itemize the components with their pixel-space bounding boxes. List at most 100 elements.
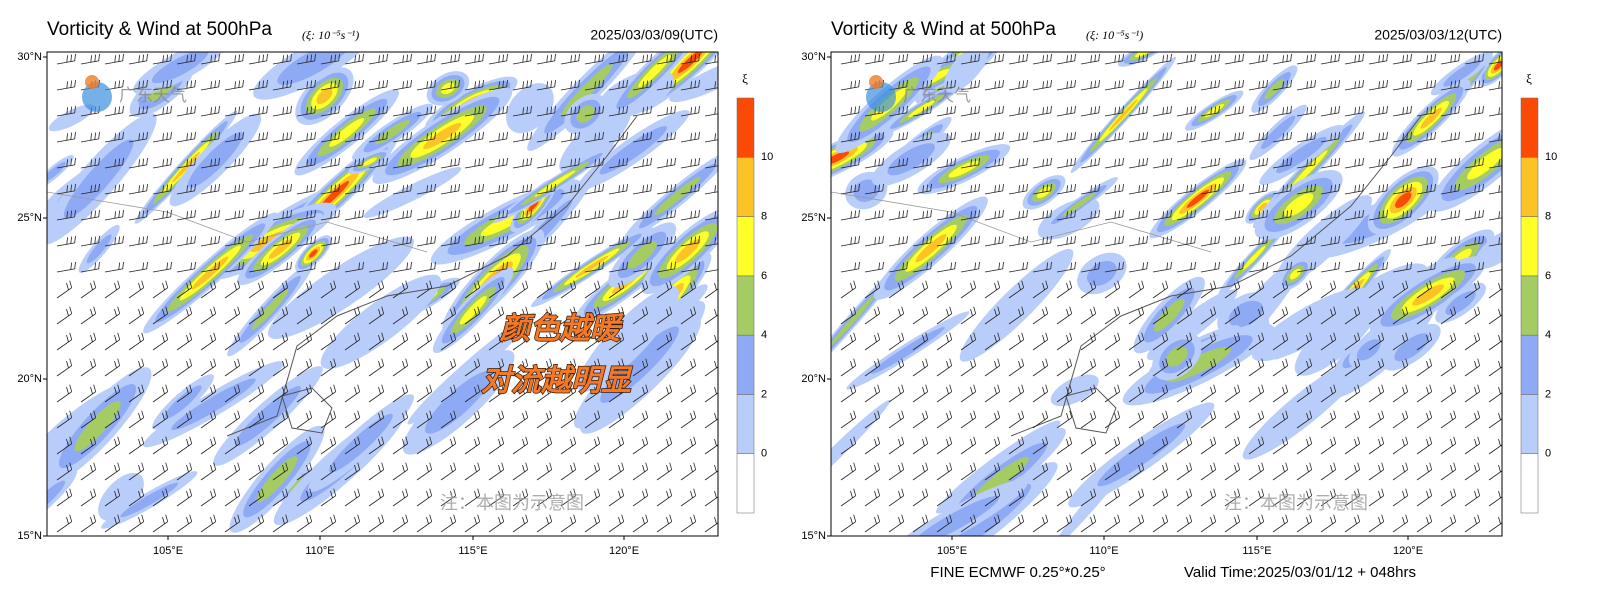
wind-barb [392,306,409,325]
wind-barb [248,105,268,117]
wind-barb [224,53,244,65]
lat-label: 15°N [17,530,42,542]
wind-barb [984,306,1001,325]
lat-label: 25°N [801,212,826,224]
wind-barb [296,209,316,221]
wind-barb [104,358,121,377]
wind-barb [1008,306,1025,325]
wind-barb [1440,488,1457,507]
wind-barb [80,306,97,325]
wind-barb [320,280,337,299]
wind-barb [1272,79,1292,91]
wind-barb [1416,131,1436,143]
wind-barb [56,358,73,377]
wind-barb [440,157,460,169]
wind-barb [296,488,313,507]
wind-barb [1200,131,1220,143]
wind-barb [1056,183,1076,195]
wind-barb [560,235,580,247]
wind-barb [912,358,929,377]
wind-barb [1008,462,1025,481]
wind-barb [1296,306,1313,325]
wind-barb [840,280,857,299]
wind-barb [1248,183,1268,195]
wind-barb [960,410,977,429]
wind-barb [936,209,956,221]
wind-barb [1320,209,1340,221]
wind-barb [704,81,718,91]
wind-barb [1320,384,1337,403]
wind-barb [1200,436,1217,455]
wind-barb [1032,209,1052,221]
wind-barb [680,488,697,507]
wind-barb [584,235,604,247]
wind-barb [1032,410,1049,429]
wind-barb [440,410,457,429]
map-frame [830,51,1503,537]
wind-barb [176,332,193,351]
watermark: 注：本图为示意图 [1224,493,1368,514]
wind-barb [608,514,625,533]
wind-barb [1248,436,1265,455]
wind-barb [416,105,436,117]
wind-barb [104,384,121,403]
wind-barb [1200,488,1217,507]
wind-barb [272,410,289,429]
wind-barb [272,514,289,533]
wind-barb [584,462,601,481]
wind-barb [152,105,172,117]
wind-barb [152,53,172,65]
wind-barb [888,462,905,481]
wind-barb [512,514,529,533]
wind-barb [464,462,481,481]
wind-barb [80,358,97,377]
wind-barb [1176,332,1193,351]
wind-barb [128,79,148,91]
wind-barb [104,332,121,351]
wind-barb [984,105,1004,117]
wind-barb [56,436,73,455]
wind-barb [1248,462,1265,481]
wind-barb [488,306,505,325]
wind-barb [464,183,484,195]
wind-barb [1128,53,1148,65]
wind-barb [392,436,409,455]
colorbar-segment [1520,157,1539,217]
wind-barb [56,131,76,143]
wind-barb [1032,105,1052,117]
wind-barb [888,384,905,403]
wind-barb [56,306,73,325]
wind-barb [584,209,604,221]
wind-barb [344,436,361,455]
lon-label: 110°E [1089,545,1118,557]
wind-barb [656,358,673,377]
wind-barb [368,514,385,533]
wind-barb [1224,384,1241,403]
wind-barb [1320,79,1340,91]
wind-barb [296,183,316,195]
wind-barb [1104,280,1121,299]
wind-barb [80,384,97,403]
logo-icon [866,82,896,112]
wind-barb [1368,235,1388,247]
wind-barb [1104,358,1121,377]
wind-barb [224,131,244,143]
wind-barb [488,261,508,273]
colorbar-segment [1520,275,1539,336]
wind-barb [1128,157,1148,169]
wind-barb [128,332,145,351]
wind-barb [392,157,412,169]
wind-barb [608,157,628,169]
wind-barb [704,306,718,325]
wind-barb [680,410,697,429]
wind-barb [104,157,124,169]
wind-barb [488,280,505,299]
wind-barb [536,436,553,455]
wind-barb [344,514,361,533]
wind-barb [1296,105,1316,117]
wind-barb [1032,384,1049,403]
wind-barb [104,436,121,455]
wind-barb [1224,105,1244,117]
wind-barb [1056,209,1076,221]
